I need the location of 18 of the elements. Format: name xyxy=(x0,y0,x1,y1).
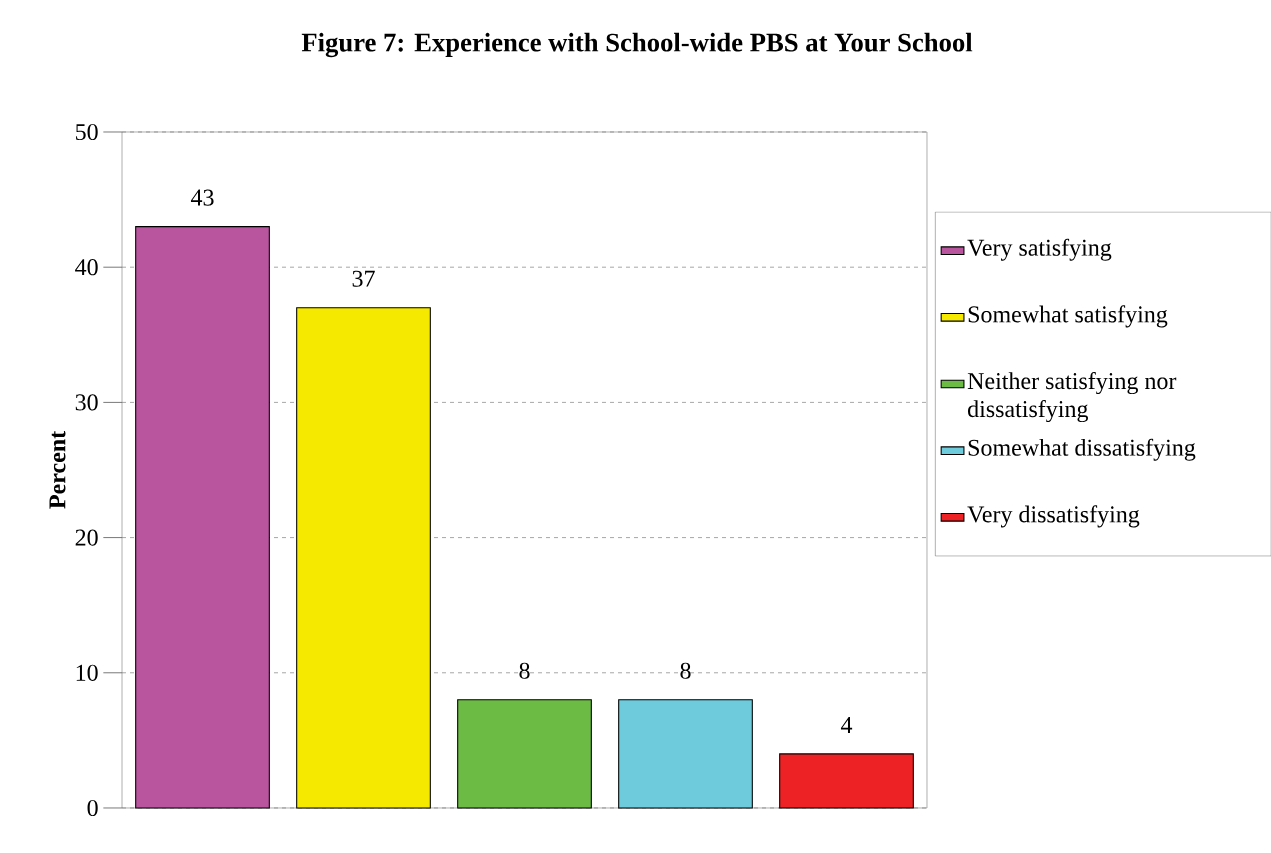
legend-label: Very dissatisfying xyxy=(967,505,1140,528)
y-tick-label: 40 xyxy=(75,259,98,276)
y-tick-label: 10 xyxy=(76,664,98,681)
legend-label: Neither satisfying nor dissatisfying xyxy=(967,372,1177,423)
chart-title: Figure 7: Experience with School-wide PBS at Your School xyxy=(301,32,973,58)
data-label: 4 xyxy=(840,717,853,733)
y-tick-label: 0 xyxy=(87,799,98,817)
y-tick-label: 20 xyxy=(75,529,98,546)
legend-label: Somewhat satisfying xyxy=(968,305,1168,328)
data-label: 43 xyxy=(190,189,214,206)
legend-label: Somewhat dissatisfying xyxy=(968,438,1196,461)
y-tick-label: 50 xyxy=(76,123,98,141)
data-label: 37 xyxy=(352,270,375,287)
legend-label: Very satisfying xyxy=(967,238,1112,261)
y-axis-title: Percent xyxy=(49,431,66,509)
y-tick-label: 30 xyxy=(75,394,98,411)
data-label: 8 xyxy=(519,662,530,679)
data-label: 8 xyxy=(680,662,691,679)
